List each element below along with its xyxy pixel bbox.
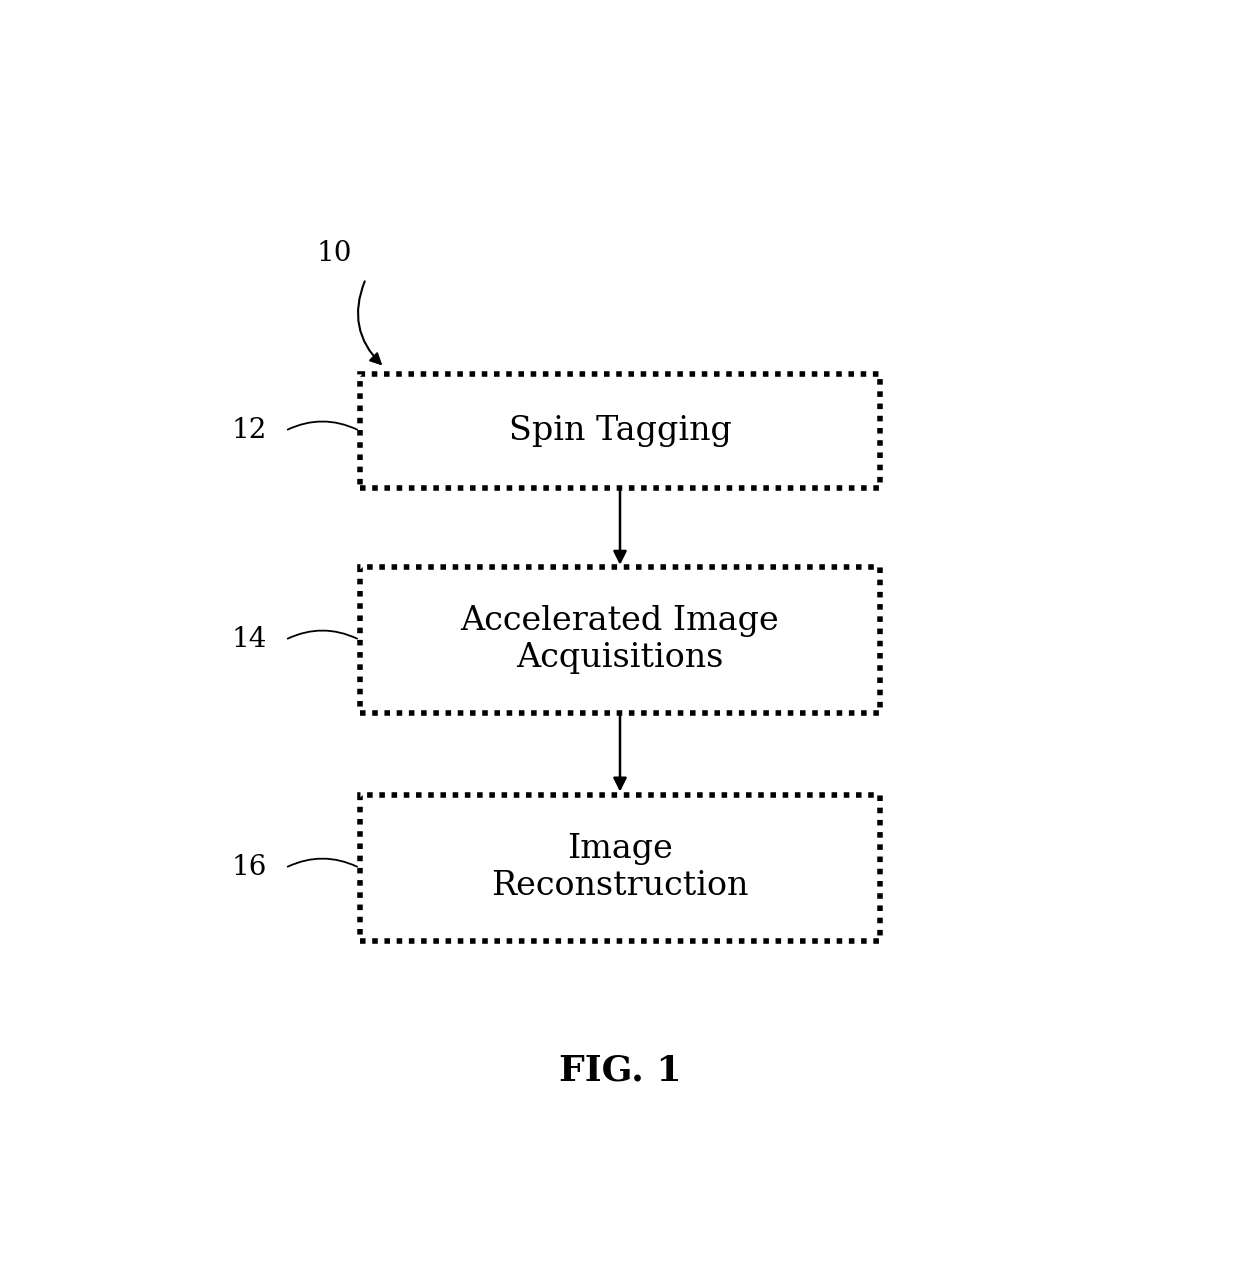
Bar — [360, 374, 880, 488]
Bar — [360, 568, 880, 712]
Text: Accelerated Image
Acquisitions: Accelerated Image Acquisitions — [460, 606, 780, 674]
Text: 10: 10 — [317, 239, 352, 267]
Text: 12: 12 — [231, 417, 267, 445]
Text: FIG. 1: FIG. 1 — [559, 1054, 681, 1087]
Bar — [360, 796, 880, 940]
Text: Spin Tagging: Spin Tagging — [508, 414, 732, 447]
Text: 14: 14 — [231, 626, 267, 654]
Text: Image
Reconstruction: Image Reconstruction — [491, 834, 749, 902]
Text: 16: 16 — [231, 854, 267, 882]
